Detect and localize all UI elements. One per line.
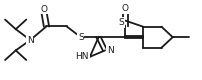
Text: N: N xyxy=(27,36,34,44)
Text: HN: HN xyxy=(75,52,89,61)
Text: N: N xyxy=(107,46,113,55)
Text: O: O xyxy=(122,4,129,13)
Text: S: S xyxy=(118,18,124,27)
Text: S: S xyxy=(78,33,84,42)
Text: O: O xyxy=(41,5,47,14)
